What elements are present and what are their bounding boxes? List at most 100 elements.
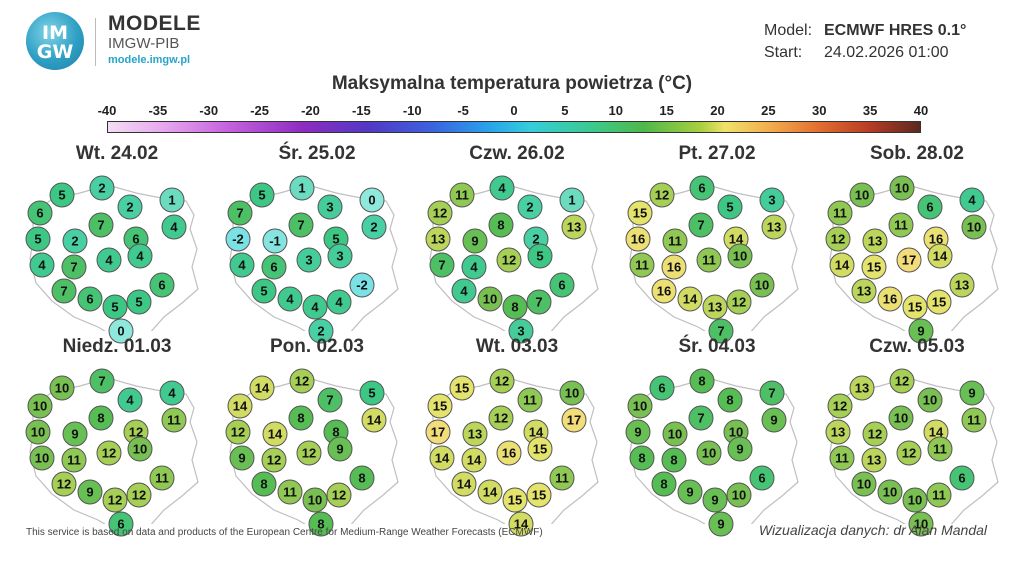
visualization-credit: Wizualizacja danych: dr Alan Mandal [758,522,987,538]
station-temperature-marker: 4 [326,289,352,315]
station-temperature-marker: 14 [923,419,949,445]
station-temperature-marker: 10 [851,471,877,497]
station-temperature-marker: 15 [527,436,553,462]
station-temperature-marker: 14 [227,393,253,419]
station-temperature-marker: 11 [449,182,475,208]
station-temperature-marker: 2 [517,194,543,220]
station-temperature-marker: 9 [702,487,728,513]
scale-tick-label: 0 [510,103,518,118]
panel-date: Śr. 04.03 [678,336,756,357]
station-temperature-marker: 14 [451,471,477,497]
station-temperature-marker: 2 [89,175,115,201]
model-value: ECMWF HRES 0.1° [824,22,967,39]
station-temperature-marker: 12 [827,393,853,419]
station-temperature-marker: 15 [427,393,453,419]
ecmwf-attribution: This service is based on data and produc… [26,527,543,538]
panel-date: Czw. 26.02 [469,143,565,164]
scale-tick-label: 30 [812,103,827,118]
station-temperature-marker: 17 [561,407,587,433]
station-temperature-marker: 11 [149,465,175,491]
station-temperature-marker: 8 [661,447,687,473]
station-temperature-marker: 13 [561,214,587,240]
station-temperature-marker: 10 [961,214,987,240]
station-temperature-marker: 13 [761,214,787,240]
station-temperature-marker: 13 [702,294,728,320]
station-temperature-marker: 6 [749,465,775,491]
station-temperature-marker: 5 [717,194,743,220]
map-title: Maksymalna temperatura powietrza (°C) [331,73,693,94]
station-temperature-marker: 10 [127,436,153,462]
station-temperature-marker: 14 [508,511,534,537]
station-temperature-marker: 8 [288,405,314,431]
station-temperature-marker: 6 [917,194,943,220]
station-temperature-marker: 14 [429,445,455,471]
scale-tick-label: -35 [148,103,168,118]
scale-tick-label: 15 [659,103,674,118]
station-temperature-marker: 14 [361,407,387,433]
station-temperature-marker: 9 [625,419,651,445]
station-temperature-marker: 6 [108,511,134,537]
station-temperature-marker: 13 [949,272,975,298]
station-temperature-marker: 12 [326,482,352,508]
station-temperature-marker: 10 [696,440,722,466]
station-temperature-marker: 14 [829,252,855,278]
scale-tick-label: 20 [710,103,725,118]
station-temperature-marker: 4 [29,252,55,278]
station-temperature-marker: 12 [489,368,515,394]
station-temperature-marker: 3 [317,194,343,220]
station-temperature-marker: 7 [708,318,734,344]
station-temperature-marker: 15 [902,294,928,320]
station-temperature-marker: 1 [559,187,585,213]
scale-tick-label: -10 [402,103,422,118]
station-temperature-marker: 12 [896,440,922,466]
station-temperature-marker: 11 [926,482,952,508]
station-temperature-marker: 11 [961,407,987,433]
scale-tick-label: 40 [913,103,929,118]
forecast-panel: Pon. 02.03 14 12 14 7 5 12 14 8 8 14 9 12 12 9 8 11 10 12 8… [222,336,412,537]
station-temperature-marker: 13 [861,447,887,473]
station-temperature-marker: 7 [317,387,343,413]
station-temperature-marker: 3 [296,247,322,273]
station-temperature-marker: 4 [489,175,515,201]
forecast-panel: Wt. 03.03 15 12 15 11 10 17 13 12 14 17 14 14 16 15 14 1… [422,336,612,537]
panel-date: Śr. 25.02 [278,143,356,164]
station-temperature-marker: 3 [759,187,785,213]
imgw-logo-circle: IM GW [26,12,84,70]
scale-tick-label: -40 [97,103,117,118]
station-temperature-marker: 10 [477,286,503,312]
station-temperature-marker: 10 [302,487,328,513]
station-temperature-marker: 10 [908,511,934,537]
station-temperature-marker: 14 [249,375,275,401]
station-temperature-marker: 6 [549,272,575,298]
station-temperature-marker: 8 [349,465,375,491]
station-temperature-marker: 13 [849,375,875,401]
station-temperature-marker: 7 [89,368,115,394]
station-temperature-marker: 7 [429,252,455,278]
brand-name: MODELE [108,12,201,35]
station-temperature-marker: 4 [451,278,477,304]
logo-divider [95,18,96,66]
station-temperature-marker: 8 [251,471,277,497]
station-temperature-marker: 8 [651,471,677,497]
station-temperature-marker: 7 [688,405,714,431]
panel-date: Wt. 24.02 [75,143,159,164]
station-temperature-marker: 15 [861,254,887,280]
panel-date: Pon. 02.03 [270,336,364,357]
station-temperature-marker: 13 [851,278,877,304]
panel-date: Niedz. 01.03 [62,336,172,357]
station-temperature-marker: 9 [761,407,787,433]
brand-url[interactable]: modele.imgw.pl [108,54,191,66]
scale-tick-label: 5 [561,103,569,118]
panel-date: Czw. 05.03 [869,336,965,357]
station-temperature-marker: 12 [889,368,915,394]
station-temperature-marker: 2 [62,228,88,254]
station-temperature-marker: 12 [102,487,128,513]
station-temperature-marker: 2 [308,318,334,344]
station-temperature-marker: 5 [249,182,275,208]
station-temperature-marker: 4 [159,380,185,406]
station-temperature-marker: 10 [849,182,875,208]
station-temperature-marker: 15 [502,487,528,513]
station-temperature-marker: 10 [917,387,943,413]
station-temperature-marker: 10 [727,243,753,269]
station-temperature-marker: -2 [225,226,251,252]
